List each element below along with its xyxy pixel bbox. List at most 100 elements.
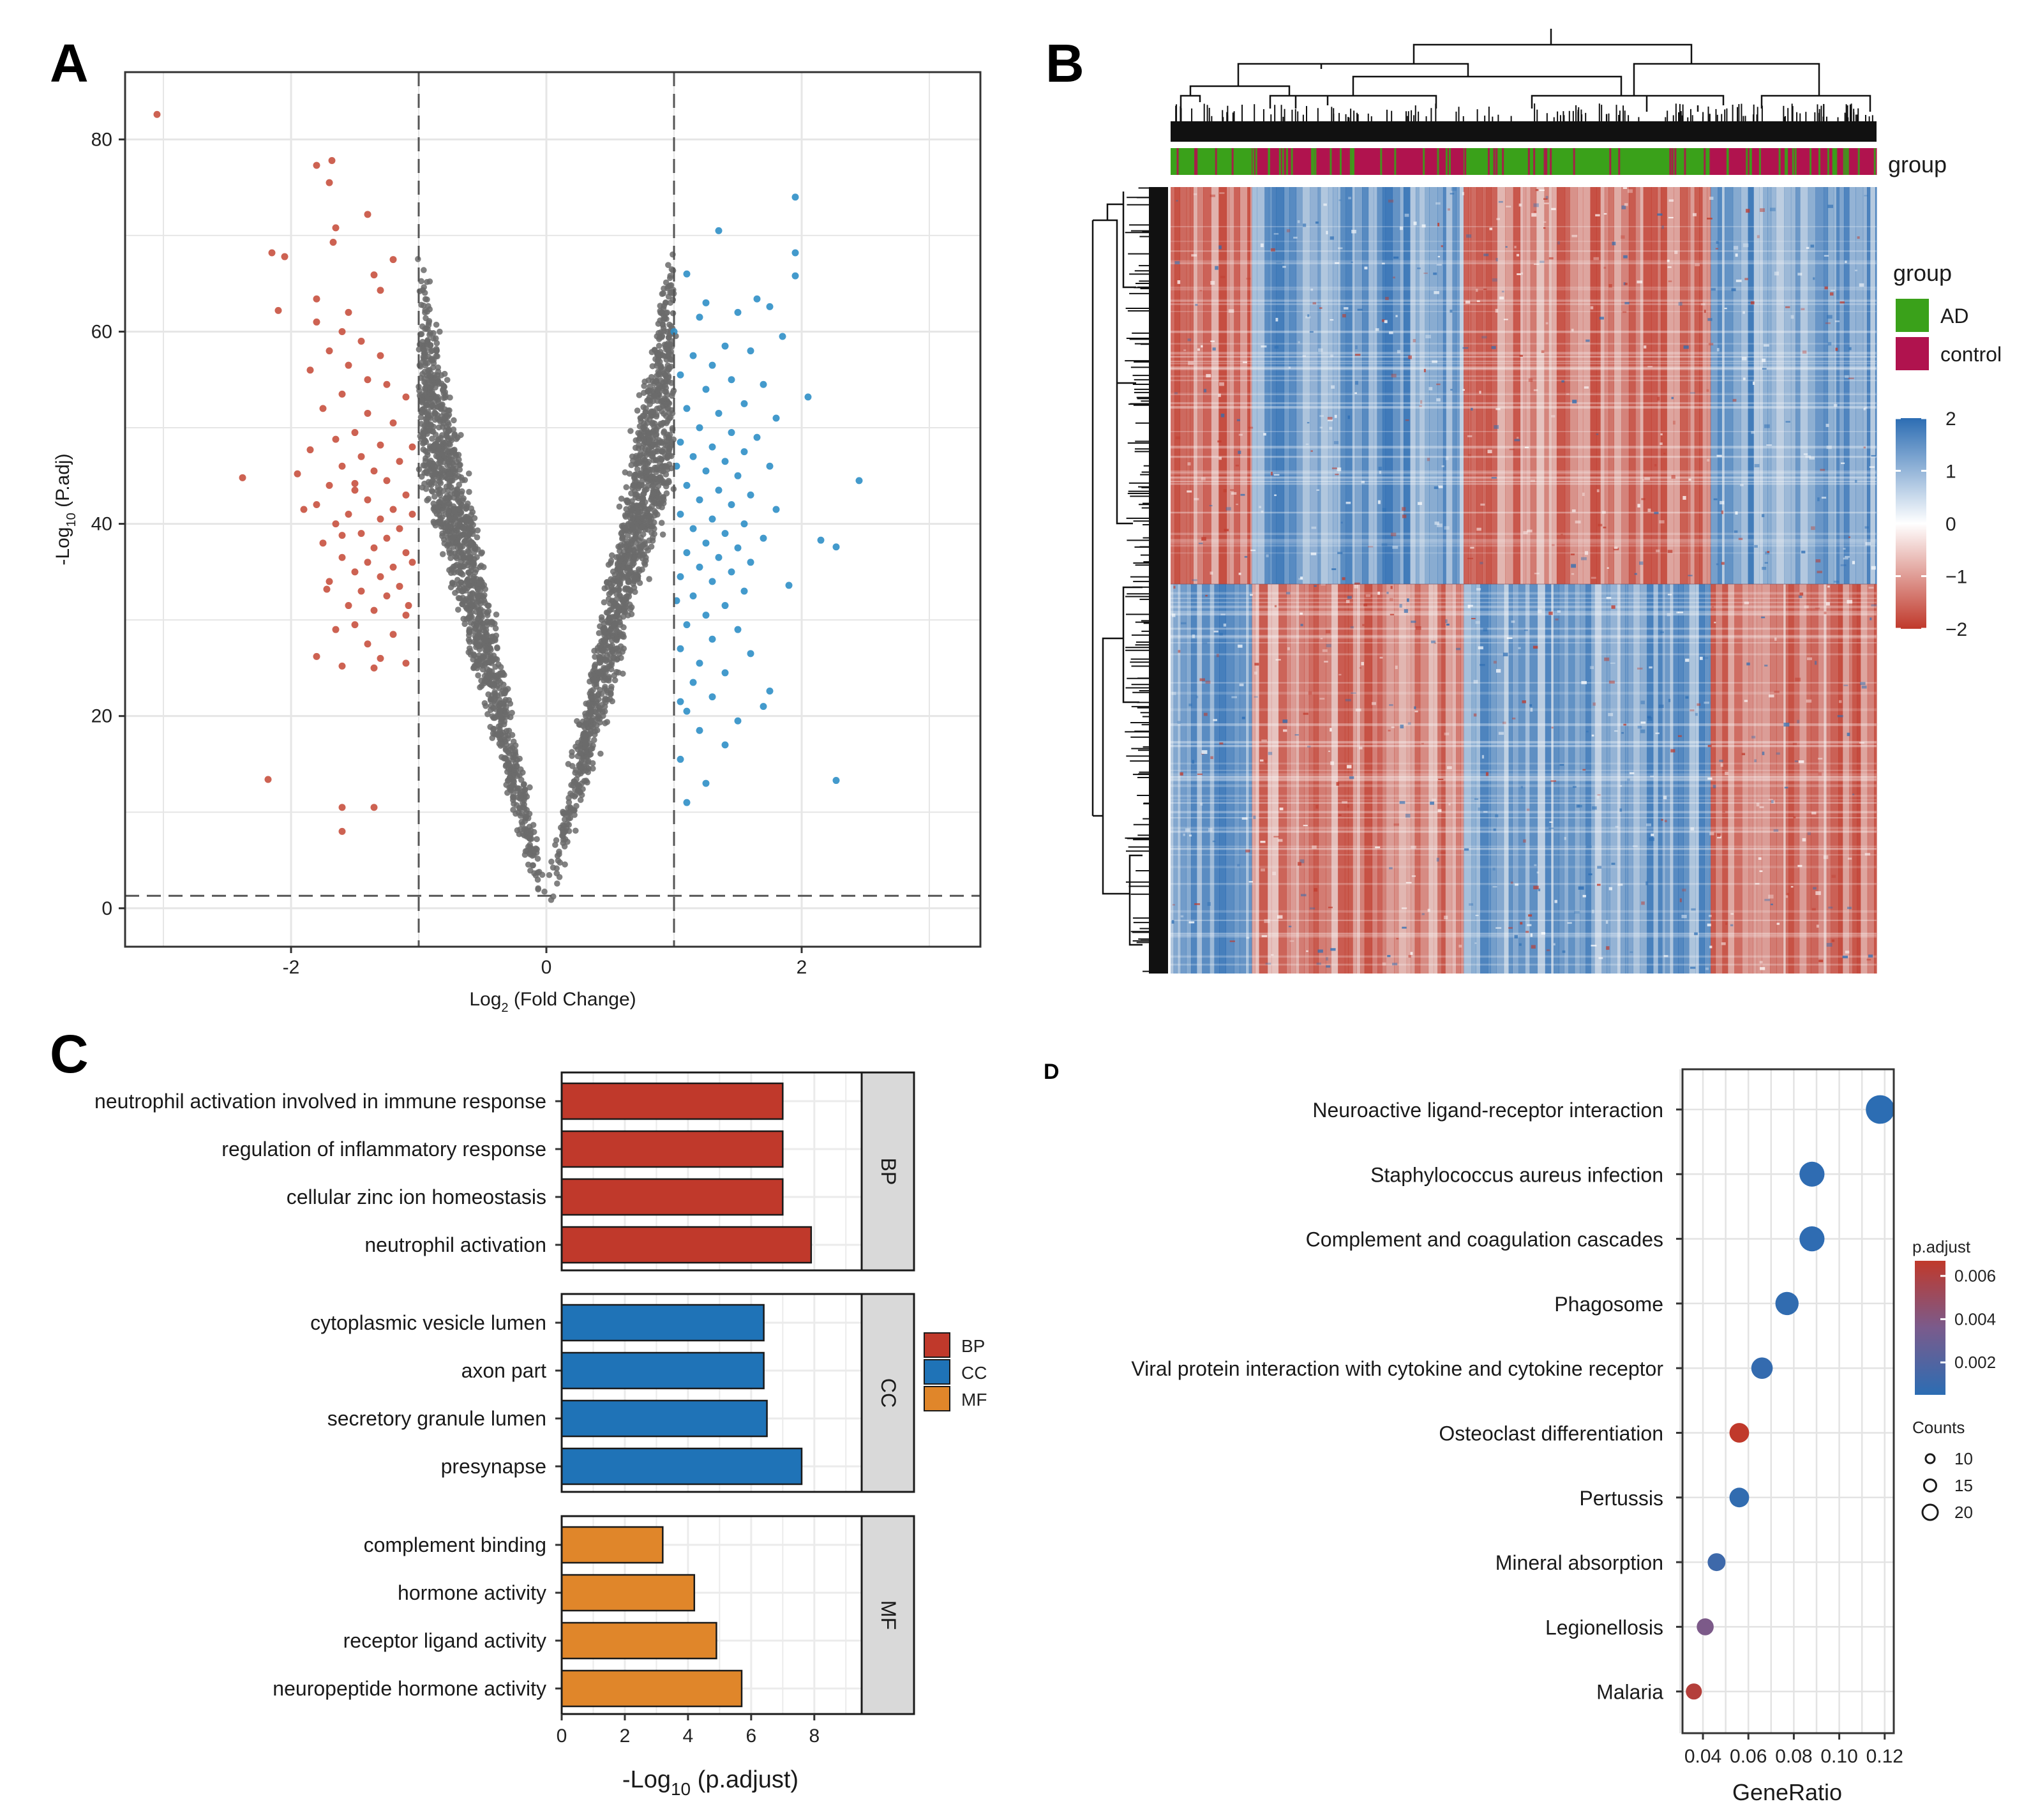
heatmap-speckle [1411, 845, 1416, 849]
heatmap-speckle [1174, 261, 1180, 265]
heatmap-speckle [1871, 604, 1877, 606]
heatmap-speckle [1261, 935, 1268, 938]
volcano-point-ns [419, 409, 426, 416]
heatmap-stripe [1556, 187, 1566, 584]
volcano-point-ns [636, 568, 643, 575]
heatmap-speckle [1180, 772, 1183, 776]
heatmap-cell-texture [1171, 187, 1877, 970]
heatmap-stripe [1171, 187, 1175, 584]
heatmap-speckle [1608, 681, 1615, 684]
heatmap-stripe [1171, 584, 1174, 974]
heatmap-speckle [1219, 382, 1224, 386]
volcano-point-up [677, 645, 684, 652]
heatmap-speckle [1813, 887, 1817, 890]
heatmap-speckle [1533, 885, 1539, 890]
volcano-point-ns [456, 462, 463, 469]
heatmap-speckle [1471, 407, 1473, 411]
heatmap-speckle [1293, 236, 1298, 239]
volcano-point-ns [419, 338, 426, 345]
heatmap-speckle [1386, 591, 1389, 594]
heatmap-stripe [1824, 187, 1829, 584]
heatmap-speckle [1480, 562, 1483, 564]
heatmap-speckle [1470, 546, 1474, 549]
heatmap-speckle [1690, 827, 1695, 831]
heatmap-stripe [1734, 584, 1742, 974]
heatmap-speckle [1289, 940, 1294, 942]
volcano-point-ns [585, 765, 592, 772]
heatmap-speckle [1282, 266, 1286, 268]
heatmap-speckle [1837, 715, 1843, 718]
heatmap-speckle [1695, 712, 1698, 716]
heatmap-speckle [1755, 883, 1760, 885]
volcano-point-ns [454, 522, 461, 528]
go-bar [560, 1351, 765, 1390]
heatmap-speckle [1516, 253, 1520, 257]
heatmap-speckle [1614, 730, 1618, 732]
volcano-point-ns [614, 645, 620, 652]
volcano-point-ns [564, 838, 571, 845]
kegg-x-axis-label: GeneRatio [1732, 1779, 1842, 1805]
heatmap-stripe [1665, 584, 1670, 974]
heatmap-speckle [1759, 961, 1763, 964]
kegg-dot [1686, 1683, 1702, 1700]
volcano-point-ns [601, 585, 608, 592]
heatmap-speckle [1307, 314, 1310, 317]
volcano-point-ns [657, 317, 663, 324]
volcano-point-ns [530, 862, 537, 869]
volcano-point-ns [661, 285, 667, 292]
heatmap-speckle [1212, 347, 1216, 351]
heatmap-speckle [1707, 318, 1712, 321]
heatmap-speckle [1456, 647, 1461, 651]
volcano-point-ns [425, 322, 432, 329]
heatmap-stripe [1596, 187, 1601, 584]
heatmap-speckle [1709, 832, 1714, 836]
heatmap-speckle [1345, 501, 1351, 504]
heatmap-stripe [1591, 584, 1595, 974]
heatmap-stripe [1742, 584, 1750, 974]
go-x-tick-label: 8 [809, 1726, 820, 1747]
volcano-point-ns [437, 328, 443, 335]
heatmap-speckle [1672, 421, 1675, 425]
heatmap-row-band [1171, 456, 1877, 458]
heatmap-speckle [1833, 403, 1838, 407]
heatmap-speckle [1533, 389, 1538, 391]
kegg-dot [1775, 1291, 1799, 1316]
volcano-point-ns [521, 805, 528, 812]
go-term-label: hormone activity [398, 1581, 546, 1604]
annotation-tick [1792, 148, 1794, 175]
heatmap-stripe [1875, 187, 1877, 584]
heatmap-speckle [1651, 833, 1654, 836]
heatmap-speckle [1354, 354, 1361, 356]
volcano-point-ns [641, 425, 647, 432]
heatmap-speckle [1763, 344, 1769, 347]
heatmap-speckle [1685, 658, 1690, 662]
volcano-x-tick-label: -2 [283, 957, 300, 978]
heatmap-stripe [1196, 584, 1203, 974]
volcano-point-ns [525, 861, 532, 868]
volcano-point-ns [419, 398, 426, 405]
heatmap-speckle [1835, 347, 1838, 351]
heatmap-row-band [1171, 963, 1877, 966]
heatmap-speckle [1606, 597, 1612, 599]
kegg-dot [1799, 1161, 1825, 1187]
volcano-point-up [677, 439, 684, 446]
heatmap-speckle [1690, 709, 1695, 712]
volcano-threshold-lines [125, 72, 980, 947]
heatmap-speckle [1434, 642, 1437, 644]
heatmap-speckle [1344, 307, 1349, 310]
heatmap-speckle [1489, 227, 1493, 230]
volcano-point-ns [667, 273, 674, 279]
heatmap-stripe [1269, 187, 1273, 584]
heatmap-speckle [1823, 855, 1829, 859]
volcano-point-ns [610, 654, 617, 661]
heatmap-speckle [1336, 782, 1340, 786]
go-term-label: cellular zinc ion homeostasis [287, 1185, 546, 1208]
heatmap-speckle [1171, 691, 1176, 695]
annotation-tick [1609, 148, 1612, 175]
volcano-point-ns [584, 779, 590, 786]
volcano-point-ns [516, 806, 523, 812]
volcano-point-down [351, 429, 359, 437]
heatmap-speckle [1557, 610, 1561, 613]
volcano-point-ns [492, 625, 499, 632]
heatmap-row-band [1171, 741, 1877, 744]
